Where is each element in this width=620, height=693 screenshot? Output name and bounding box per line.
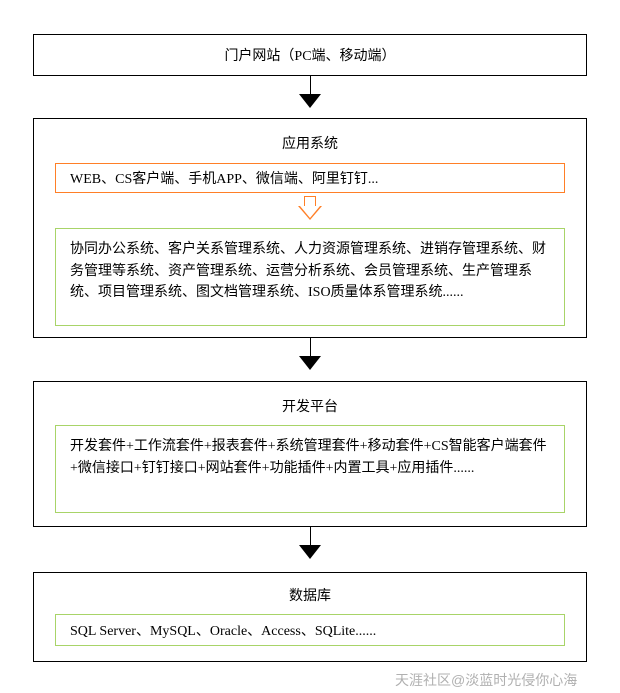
arrow-app-to-platform bbox=[298, 338, 322, 370]
node-app-clients: WEB、CS客户端、手机APP、微信端、阿里钉钉... bbox=[55, 163, 565, 193]
node-database-list: SQL Server、MySQL、Oracle、Access、SQLite...… bbox=[55, 614, 565, 646]
node-platform-kits-text: 开发套件+工作流套件+报表套件+系统管理套件+移动套件+CS智能客户端套件+微信… bbox=[70, 439, 547, 476]
node-app-subsystems: 协同办公系统、客户关系管理系统、人力资源管理系统、进销存管理系统、财务管理等系统… bbox=[55, 228, 565, 326]
node-platform-title: 开发平台 bbox=[34, 396, 586, 416]
watermark-text: 天涯社区@淡蓝时光侵你心海 bbox=[395, 670, 577, 690]
node-portal: 门户网站（PC端、移动端） bbox=[33, 34, 587, 76]
node-database-title: 数据库 bbox=[34, 585, 586, 605]
node-portal-title: 门户网站（PC端、移动端） bbox=[224, 45, 395, 65]
arrow-clients-to-systems bbox=[298, 196, 322, 220]
node-app-clients-text: WEB、CS客户端、手机APP、微信端、阿里钉钉... bbox=[70, 172, 378, 187]
arrow-portal-to-app bbox=[298, 76, 322, 108]
diagram-canvas: 门户网站（PC端、移动端） 应用系统 WEB、CS客户端、手机APP、微信端、阿… bbox=[0, 0, 620, 693]
arrow-platform-to-db bbox=[298, 527, 322, 559]
node-app-subsystems-text: 协同办公系统、客户关系管理系统、人力资源管理系统、进销存管理系统、财务管理等系统… bbox=[70, 242, 546, 300]
node-app-system-title: 应用系统 bbox=[34, 133, 586, 153]
node-database-list-text: SQL Server、MySQL、Oracle、Access、SQLite...… bbox=[70, 624, 376, 639]
node-platform-kits: 开发套件+工作流套件+报表套件+系统管理套件+移动套件+CS智能客户端套件+微信… bbox=[55, 425, 565, 513]
